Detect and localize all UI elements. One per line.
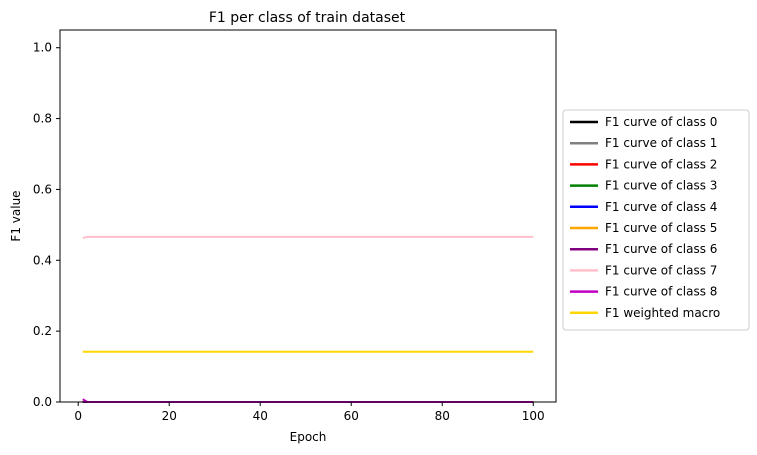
x-axis-label: Epoch <box>290 430 327 444</box>
legend-label: F1 curve of class 0 <box>605 115 717 129</box>
legend-label: F1 curve of class 6 <box>605 242 717 256</box>
legend-frame <box>562 109 750 331</box>
y-tick-label: 1.0 <box>33 41 52 55</box>
x-tick-label: 80 <box>435 409 450 423</box>
x-tick-label: 100 <box>522 409 545 423</box>
plot-area <box>60 30 556 402</box>
legend-label: F1 weighted macro <box>605 306 720 320</box>
series-line-7 <box>82 235 534 239</box>
y-tick-label: 0.0 <box>33 395 52 409</box>
y-tick-label: 0.6 <box>33 182 52 196</box>
plot-frame <box>59 29 557 403</box>
legend-label: F1 curve of class 4 <box>605 200 717 214</box>
x-tick-label: 60 <box>344 409 359 423</box>
y-tick-label: 0.2 <box>33 324 52 338</box>
legend-label: F1 curve of class 1 <box>605 136 717 150</box>
legend-label: F1 curve of class 7 <box>605 263 717 277</box>
y-tick-label: 0.8 <box>33 112 52 126</box>
x-tick-label: 0 <box>74 409 82 423</box>
legend-label: F1 curve of class 5 <box>605 221 717 235</box>
legend-label: F1 curve of class 8 <box>605 285 717 299</box>
y-tick-label: 0.4 <box>33 253 52 267</box>
legend: F1 curve of class 0 F1 curve of class 1 F1… <box>562 109 750 331</box>
legend-label: F1 curve of class 3 <box>605 179 717 193</box>
chart-title: F1 per class of train dataset <box>209 10 406 26</box>
axes-layer: 0 20 40 60 80 100 0.0 0.2 0.4 0.6 0.8 1.0 <box>33 41 545 423</box>
y-axis-label: F1 value <box>9 190 23 241</box>
legend-label: F1 curve of class 2 <box>605 157 717 171</box>
x-tick-label: 20 <box>162 409 177 423</box>
x-tick-label: 40 <box>253 409 268 423</box>
